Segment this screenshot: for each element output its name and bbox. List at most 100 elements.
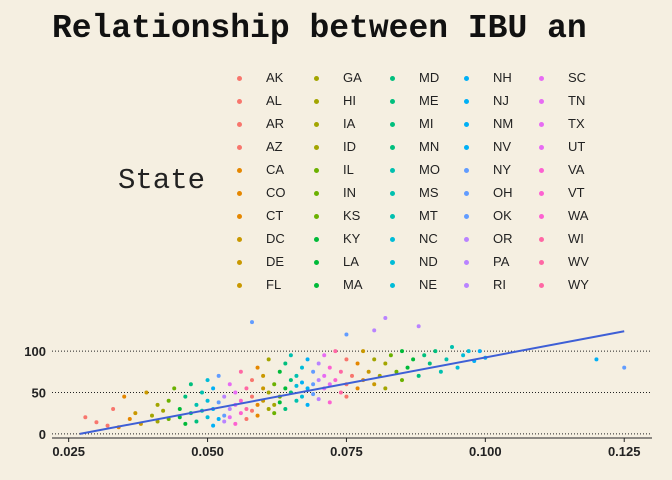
- trend-line: [79, 330, 625, 435]
- data-point: [361, 349, 366, 354]
- data-point: [194, 419, 199, 424]
- x-tick-label: 0.025: [52, 444, 85, 459]
- data-point: [444, 357, 449, 362]
- data-point: [105, 423, 110, 428]
- data-point: [166, 398, 171, 403]
- data-point: [327, 382, 332, 387]
- data-point: [455, 365, 460, 370]
- data-point: [233, 390, 238, 395]
- x-tick-label: 0.125: [608, 444, 641, 459]
- data-point: [394, 369, 399, 374]
- data-point: [238, 411, 243, 416]
- data-point: [338, 390, 343, 395]
- data-point: [272, 402, 277, 407]
- data-point: [94, 420, 99, 425]
- data-point: [461, 353, 466, 358]
- data-point: [416, 373, 421, 378]
- data-point: [400, 378, 404, 383]
- data-point: [211, 423, 216, 428]
- data-point: [422, 353, 427, 358]
- data-point: [261, 373, 266, 378]
- data-point: [155, 402, 160, 407]
- data-point: [250, 320, 254, 325]
- data-point: [133, 411, 138, 416]
- y-tick-label: 50: [32, 385, 46, 400]
- data-point: [400, 349, 404, 354]
- data-point: [272, 382, 277, 387]
- data-point: [372, 357, 377, 362]
- data-point: [150, 413, 154, 418]
- data-point: [300, 380, 304, 385]
- data-point: [227, 415, 232, 420]
- data-point: [266, 357, 271, 362]
- x-tick-label: 0.050: [191, 444, 224, 459]
- data-point: [222, 394, 227, 399]
- data-point: [233, 421, 238, 426]
- data-point: [216, 400, 221, 405]
- data-point: [255, 365, 260, 370]
- y-tick-label: 0: [39, 427, 46, 442]
- data-point: [161, 408, 166, 413]
- data-point: [238, 398, 243, 403]
- data-point: [205, 378, 210, 383]
- data-point: [300, 394, 304, 399]
- data-point: [338, 369, 343, 374]
- data-point: [311, 369, 316, 374]
- data-point: [427, 361, 432, 366]
- data-point: [272, 411, 277, 416]
- data-point: [450, 344, 454, 349]
- data-point: [466, 349, 471, 354]
- data-point: [333, 349, 338, 354]
- data-point: [327, 365, 332, 370]
- data-point: [183, 394, 188, 399]
- data-point: [250, 408, 254, 413]
- data-point: [316, 397, 321, 402]
- data-point: [216, 416, 221, 421]
- data-point: [294, 398, 299, 403]
- x-tick-label: 0.075: [330, 444, 363, 459]
- data-point: [283, 407, 288, 412]
- data-point: [288, 353, 293, 358]
- data-point: [111, 407, 116, 412]
- data-point: [183, 421, 188, 426]
- data-point: [227, 407, 232, 412]
- data-point: [122, 394, 127, 399]
- data-point: [172, 386, 177, 391]
- data-point: [355, 386, 360, 391]
- data-point: [155, 419, 160, 424]
- data-point: [311, 382, 316, 387]
- data-point: [288, 378, 293, 383]
- data-point: [322, 353, 327, 358]
- data-point: [216, 373, 221, 378]
- data-point: [355, 361, 360, 366]
- data-point: [388, 353, 393, 358]
- data-point: [311, 392, 316, 397]
- data-point: [350, 373, 354, 378]
- data-point: [344, 394, 349, 399]
- data-point: [250, 394, 254, 399]
- data-point: [277, 369, 282, 374]
- data-point: [411, 357, 416, 362]
- data-point: [383, 386, 388, 391]
- data-point: [316, 361, 321, 366]
- data-point: [283, 386, 288, 391]
- chart-title: Relationship between IBU an: [52, 10, 587, 47]
- x-tick-label: 0.100: [469, 444, 502, 459]
- data-point: [305, 357, 310, 362]
- data-point: [333, 378, 338, 383]
- data-point: [383, 361, 388, 366]
- data-point: [222, 419, 227, 424]
- data-point: [283, 361, 288, 366]
- data-point: [316, 378, 321, 383]
- data-point: [205, 415, 210, 420]
- data-point: [327, 400, 332, 405]
- data-point: [127, 416, 132, 421]
- data-point: [250, 378, 254, 383]
- data-point: [305, 402, 310, 407]
- data-point: [255, 413, 260, 418]
- legend-title: State: [118, 164, 206, 197]
- data-point: [261, 386, 266, 391]
- data-point: [266, 407, 271, 412]
- data-point: [405, 365, 410, 370]
